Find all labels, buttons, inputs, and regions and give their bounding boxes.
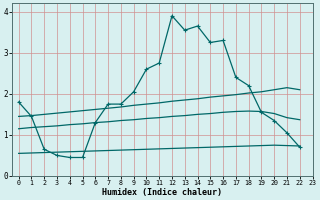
X-axis label: Humidex (Indice chaleur): Humidex (Indice chaleur) <box>102 188 222 197</box>
